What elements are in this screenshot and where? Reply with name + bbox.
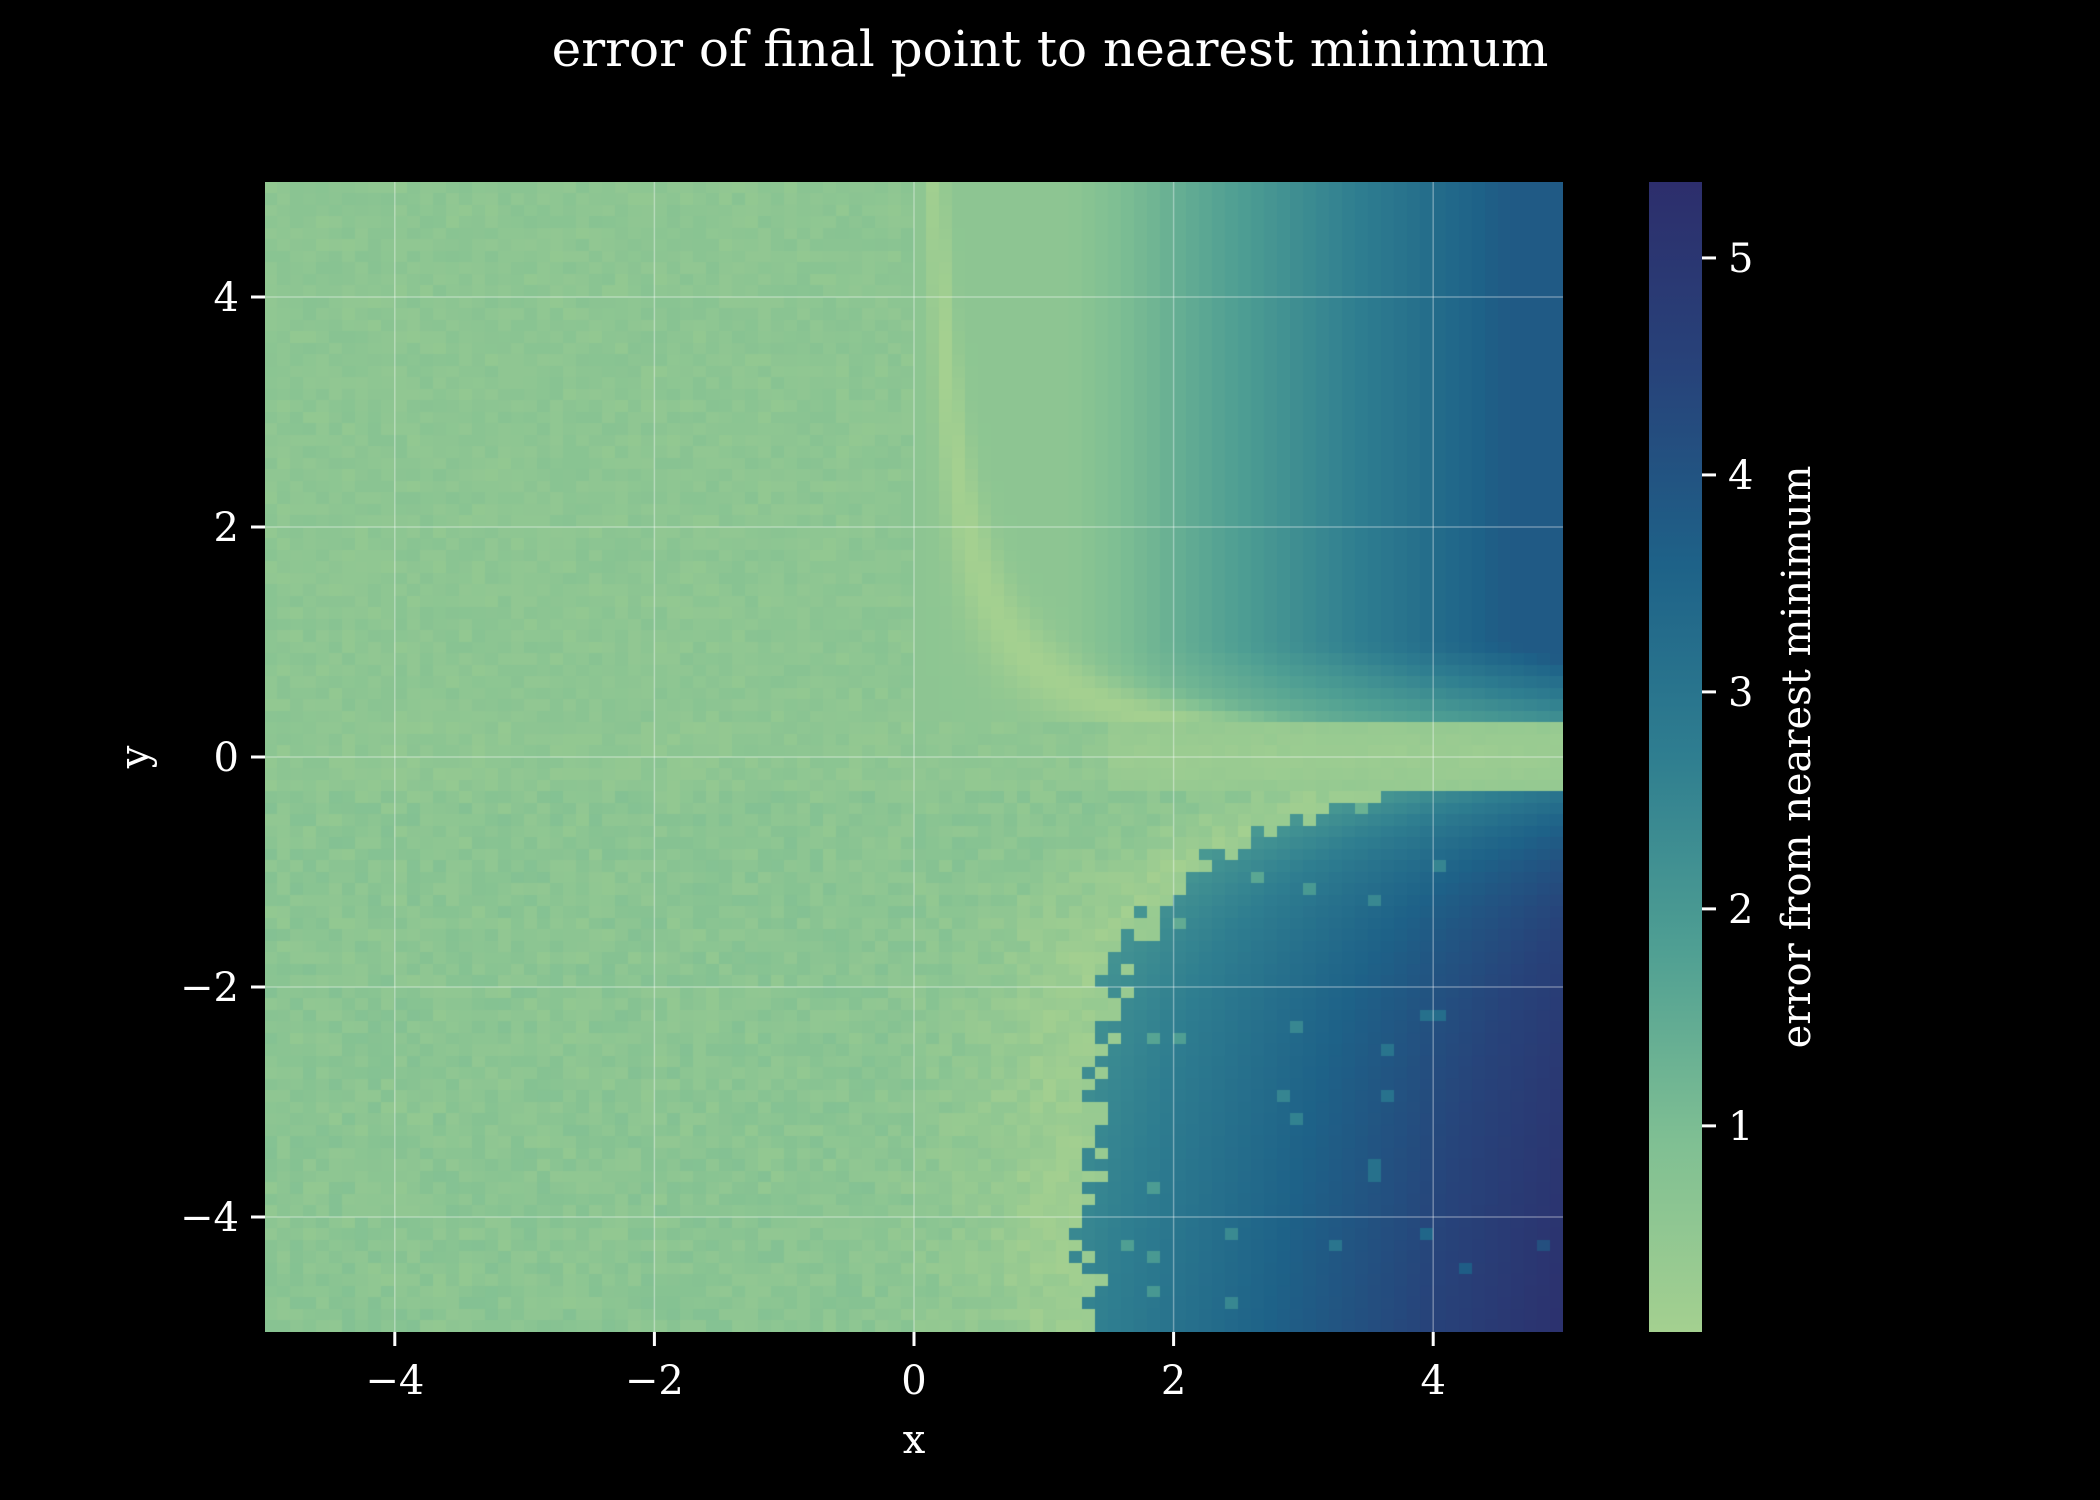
y-tick-label: −4 [180, 1195, 239, 1241]
x-tick-label: 4 [1420, 1358, 1445, 1404]
y-tick-label: 2 [214, 505, 239, 551]
colorbar-tick-label: 4 [1728, 453, 1753, 499]
colorbar-label: error from nearest minimum [1774, 466, 1820, 1049]
colorbar-ticks: 1 2 3 4 5 [1702, 236, 1753, 1150]
colorbar-tick-label: 2 [1728, 887, 1753, 933]
colorbar-tick-label: 3 [1728, 670, 1753, 716]
x-tick-label: 0 [901, 1358, 926, 1404]
heatmap-plot-area [265, 182, 1563, 1332]
x-axis-label: x [903, 1417, 926, 1463]
heatmap-canvas [265, 182, 1563, 1332]
x-tick-label: −4 [365, 1358, 424, 1404]
x-tick-label: −2 [625, 1358, 684, 1404]
grid-lines [265, 182, 1563, 1332]
x-tick-label: 2 [1161, 1358, 1186, 1404]
chart-title: error of final point to nearest minimum [552, 20, 1549, 78]
colorbar: 1 2 3 4 5 error from nearest minimum [1649, 182, 1820, 1332]
y-tick-label: 4 [214, 275, 239, 321]
y-tick-label: −2 [180, 965, 239, 1011]
y-axis-ticks: −4 −2 0 2 4 [180, 275, 265, 1241]
x-axis-ticks: −4 −2 0 2 4 [365, 1332, 1446, 1404]
colorbar-tick-label: 1 [1728, 1104, 1753, 1150]
y-tick-label: 0 [214, 735, 239, 781]
y-axis-label: y [112, 745, 158, 769]
colorbar-tick-label: 5 [1728, 236, 1753, 282]
colorbar-gradient [1649, 182, 1702, 1332]
